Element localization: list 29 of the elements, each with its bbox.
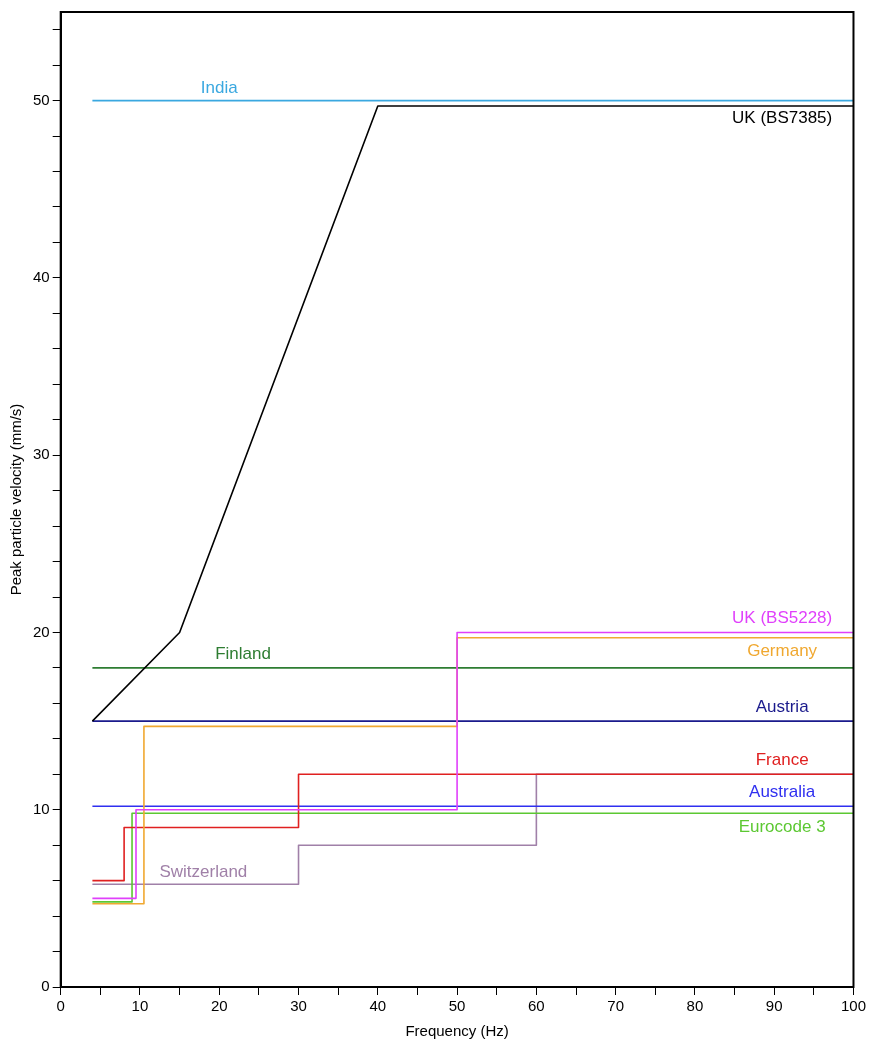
x-tick-label: 60 bbox=[528, 997, 545, 1015]
x-tick-label: 0 bbox=[56, 997, 65, 1015]
series-label: France bbox=[755, 749, 809, 769]
series-label: Austria bbox=[755, 696, 810, 716]
series-label: UK (BS5228) bbox=[732, 608, 833, 628]
series-label: Eurocode 3 bbox=[738, 816, 826, 836]
x-tick-label: 10 bbox=[131, 997, 149, 1015]
x-axis-title: Frequency (Hz) bbox=[405, 1022, 509, 1040]
x-tick-label: 50 bbox=[448, 997, 466, 1015]
x-tick-label: 20 bbox=[210, 997, 228, 1015]
series-label: Switzerland bbox=[159, 861, 248, 881]
x-tick-label: 40 bbox=[369, 997, 387, 1015]
x-tick-label: 70 bbox=[607, 997, 624, 1015]
y-tick-label: 30 bbox=[33, 445, 50, 463]
series-label: Germany bbox=[747, 641, 818, 661]
y-tick-label: 40 bbox=[33, 268, 50, 286]
y-tick-label: 20 bbox=[33, 622, 50, 640]
series-label: India bbox=[200, 78, 239, 98]
x-tick-label: 100 bbox=[840, 997, 866, 1015]
y-tick-label: 50 bbox=[33, 90, 50, 108]
y-tick-label: 10 bbox=[33, 799, 50, 817]
y-axis-title: Peak particle velocity (mm/s) bbox=[7, 403, 25, 596]
x-tick-label: 90 bbox=[765, 997, 783, 1015]
series-label: Finland bbox=[215, 643, 271, 663]
x-tick-label: 30 bbox=[290, 997, 307, 1015]
y-tick-label: 0 bbox=[41, 977, 50, 995]
series-label: Australia bbox=[749, 781, 816, 801]
x-tick-label: 80 bbox=[686, 997, 704, 1015]
series-label: UK (BS7385) bbox=[732, 107, 833, 127]
